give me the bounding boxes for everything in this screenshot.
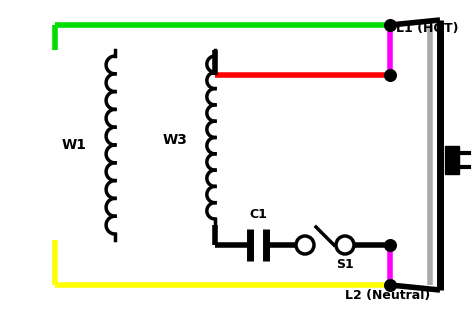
Text: L2 (Neutral): L2 (Neutral) (346, 289, 430, 302)
Point (386, 242, 394, 248)
Point (386, 283, 394, 288)
Bar (445, 146, 459, 174)
Text: S1: S1 (336, 258, 354, 271)
Text: L1 (HOT): L1 (HOT) (396, 22, 458, 35)
Circle shape (336, 236, 354, 254)
Text: C1: C1 (249, 208, 267, 221)
Text: W1: W1 (62, 138, 87, 152)
Point (386, 22, 394, 28)
Point (386, 72, 394, 77)
Circle shape (296, 236, 314, 254)
Text: W3: W3 (162, 133, 187, 147)
